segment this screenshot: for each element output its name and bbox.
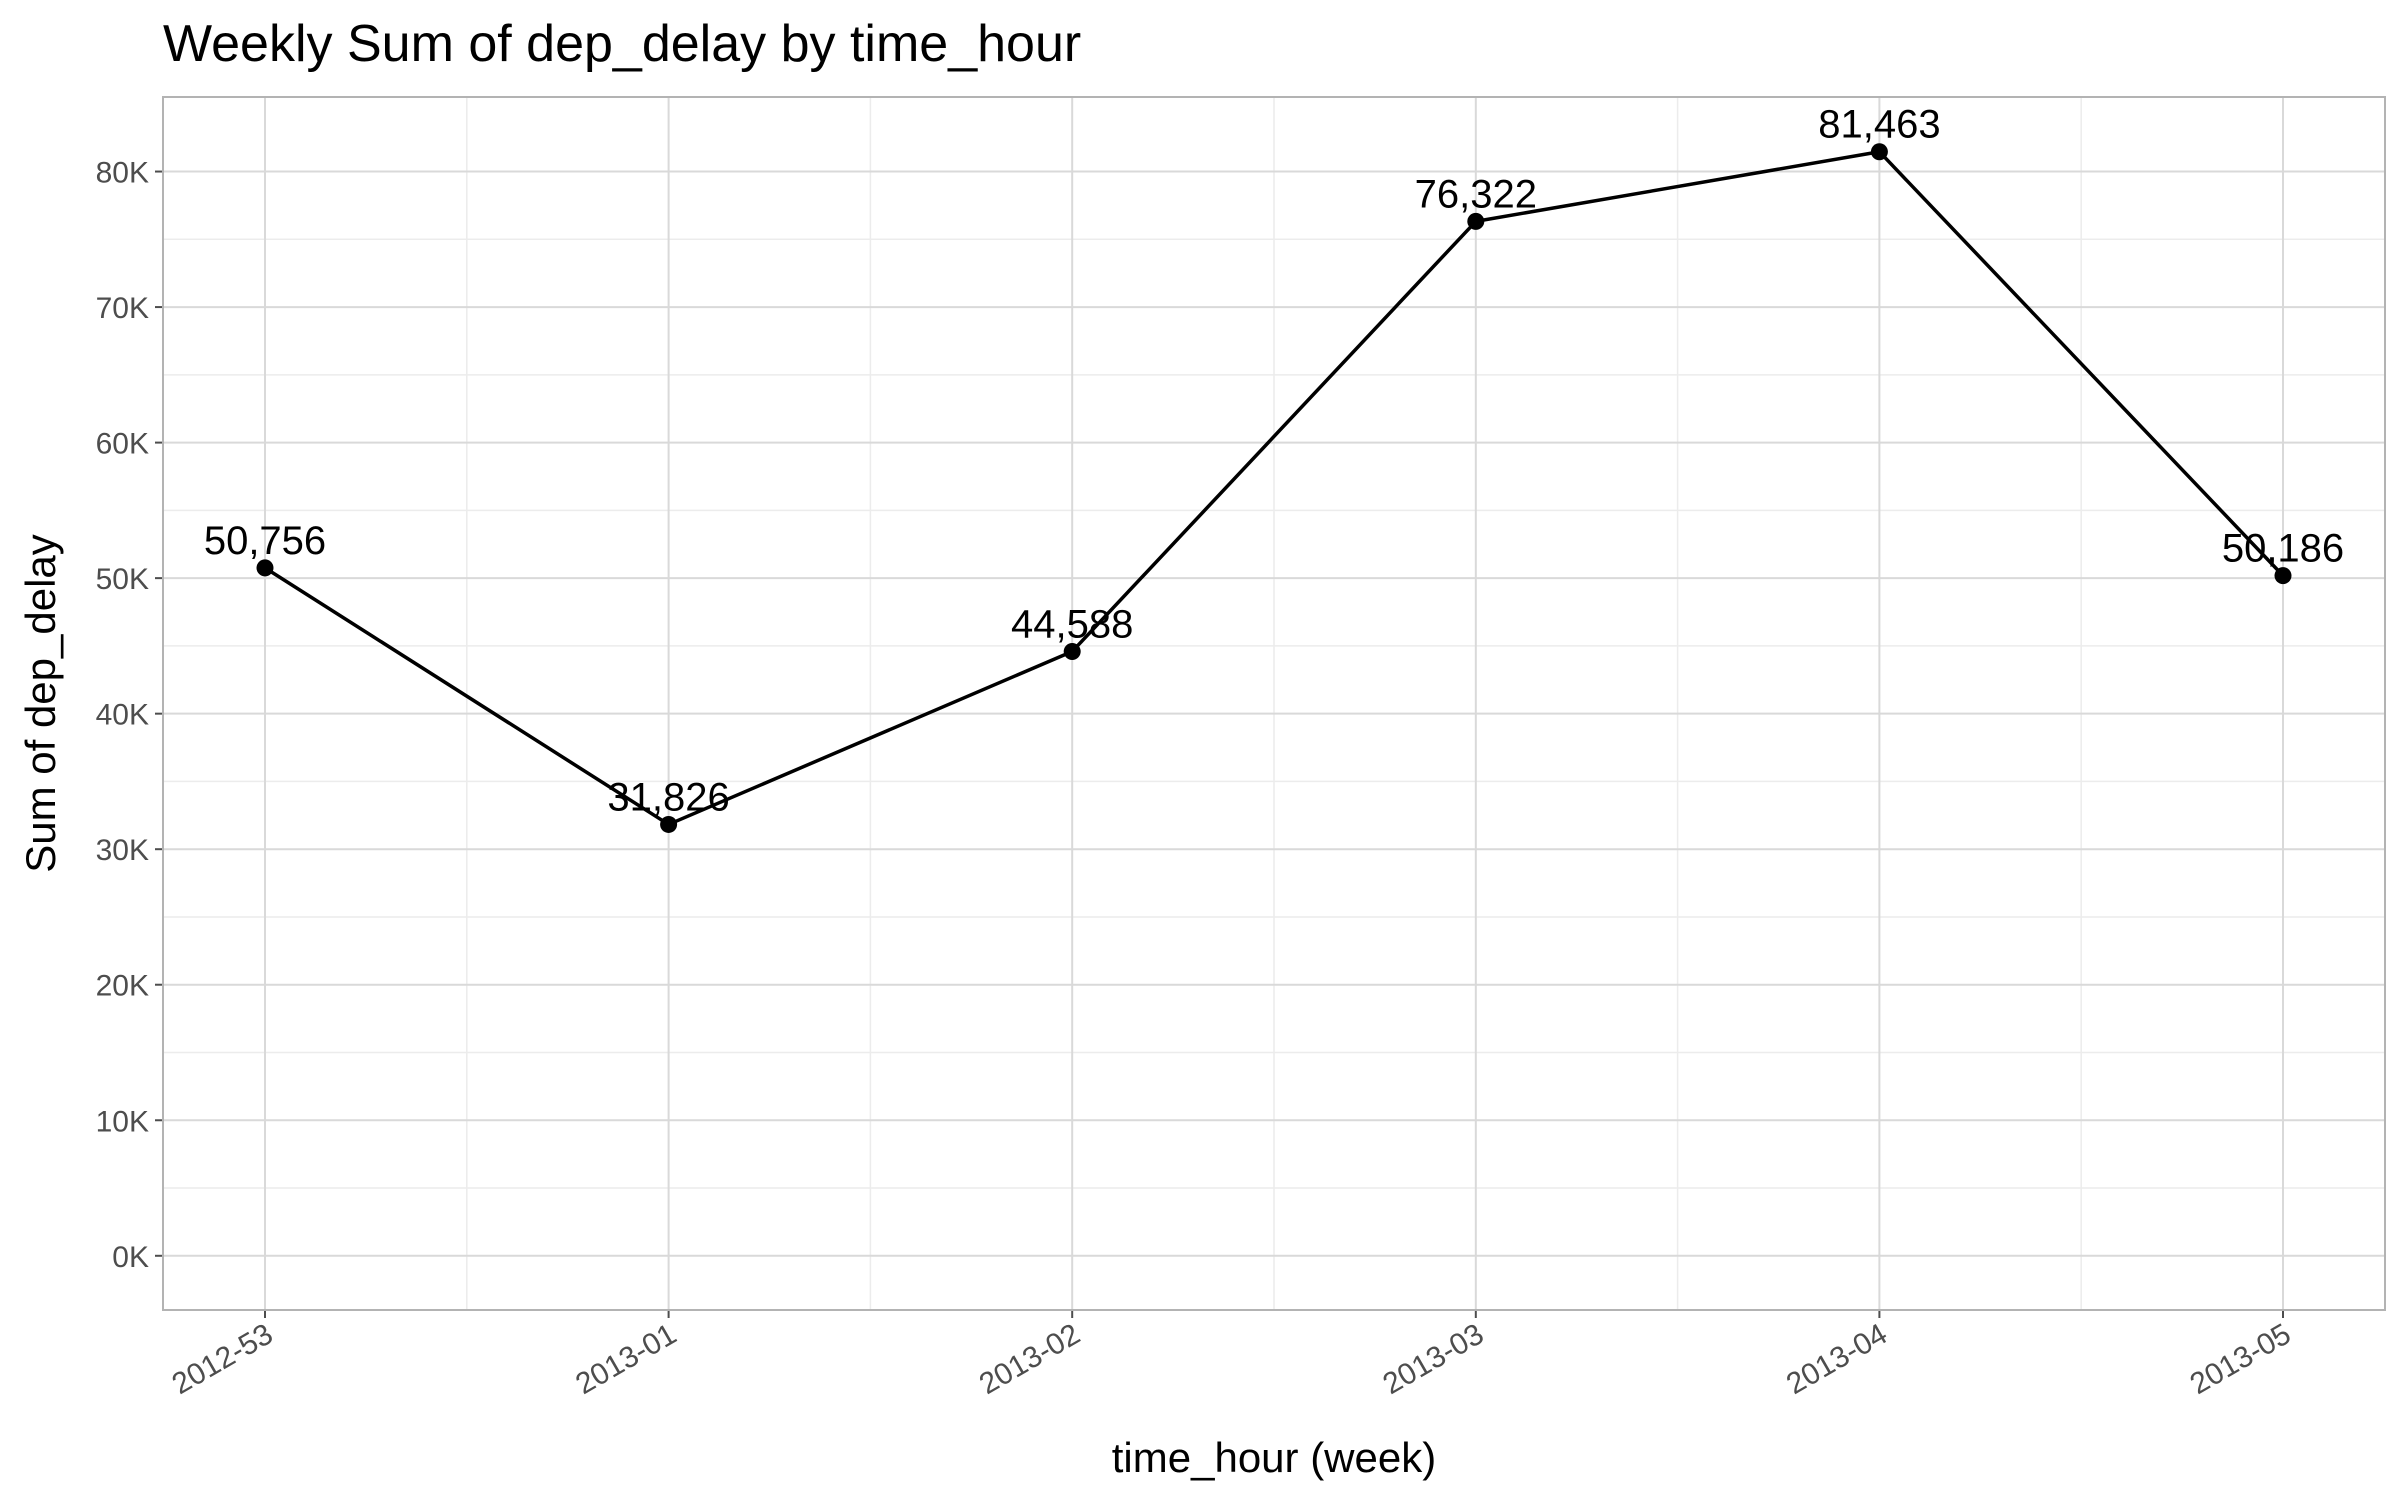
y-tick-label: 20K bbox=[96, 970, 149, 1003]
chart-title: Weekly Sum of dep_delay by time_hour bbox=[163, 15, 1081, 73]
data-label: 76,322 bbox=[1415, 172, 1537, 216]
y-axis-ticks: 0K 10K 20K 30K 40K 50K 60K 70K 80K bbox=[96, 157, 163, 1274]
x-tick-label: 2013-05 bbox=[2185, 1317, 2297, 1401]
data-point bbox=[256, 559, 274, 577]
series-line bbox=[264, 149, 2285, 827]
data-point bbox=[660, 815, 678, 833]
data-point bbox=[2274, 567, 2292, 585]
y-tick-label: 70K bbox=[96, 292, 149, 325]
data-label: 81,463 bbox=[1818, 103, 1940, 147]
data-point bbox=[1870, 143, 1888, 161]
data-point bbox=[1467, 212, 1485, 230]
y-axis-title: Sum of dep_delay bbox=[17, 534, 64, 873]
data-label: 50,186 bbox=[2222, 527, 2344, 571]
y-tick-label: 60K bbox=[96, 428, 149, 461]
data-label: 50,756 bbox=[204, 519, 326, 563]
data-labels: 50,756 31,826 44,588 76,322 81,463 50,186 bbox=[204, 103, 2344, 820]
data-label: 44,588 bbox=[1011, 602, 1133, 646]
series-line-path bbox=[264, 149, 2285, 827]
grid bbox=[163, 97, 2385, 1310]
y-tick-label: 30K bbox=[96, 834, 149, 867]
x-tick-label: 2013-02 bbox=[974, 1317, 1086, 1401]
x-axis-title: time_hour (week) bbox=[1112, 1434, 1436, 1481]
x-tick-label: 2012-53 bbox=[167, 1317, 279, 1401]
x-tick-label: 2013-01 bbox=[570, 1317, 682, 1401]
x-axis-ticks: 2012-53 2013-01 2013-02 2013-03 2013-04 2013-… bbox=[167, 1310, 2297, 1401]
data-point bbox=[1063, 642, 1081, 660]
y-tick-label: 40K bbox=[96, 699, 149, 732]
y-tick-label: 0K bbox=[112, 1241, 149, 1274]
data-label: 31,826 bbox=[607, 775, 729, 819]
y-tick-label: 10K bbox=[96, 1105, 149, 1138]
series-points bbox=[256, 143, 2292, 833]
y-tick-label: 50K bbox=[96, 563, 149, 596]
x-tick-label: 2013-03 bbox=[1377, 1317, 1489, 1401]
y-tick-label: 80K bbox=[96, 157, 149, 190]
x-tick-label: 2013-04 bbox=[1781, 1317, 1893, 1401]
plot-panel-border bbox=[162, 96, 2386, 1311]
